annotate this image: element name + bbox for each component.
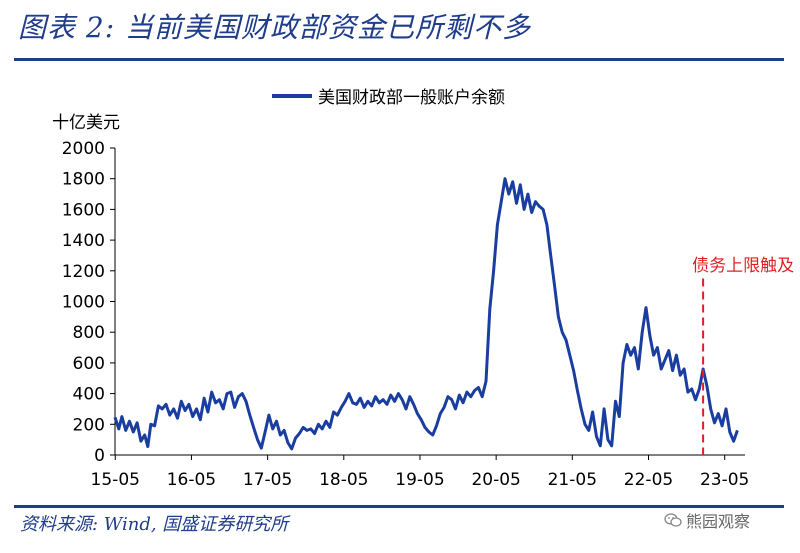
x-tick-label: 15-05 (91, 470, 140, 490)
debt-ceiling-label: 债务上限触及 (692, 256, 794, 276)
y-tick-label: 1600 (62, 200, 105, 220)
x-tick-label: 23-05 (700, 470, 749, 490)
series-line-tga-balance (113, 177, 739, 451)
y-tick-label: 1800 (62, 170, 105, 190)
watermark-label: 熊园观察 (686, 512, 751, 531)
y-tick-label: 200 (73, 415, 105, 435)
x-tick-label: 17-05 (243, 470, 292, 490)
chart-legend: 美国财政部一般账户余额 (272, 88, 505, 108)
x-tick-label: 16-05 (167, 470, 216, 490)
y-unit-label: 十亿美元 (52, 113, 120, 133)
watermark: 熊园观察 (664, 508, 750, 532)
y-tick-label: 1200 (62, 262, 105, 282)
y-tick-label: 1400 (62, 231, 105, 251)
x-tick-label: 18-05 (319, 470, 368, 490)
x-tick-label: 19-05 (395, 470, 444, 490)
wechat-icon (664, 513, 682, 527)
title-divider (14, 58, 784, 61)
y-tick-label: 600 (73, 354, 105, 374)
y-tick-label: 2000 (62, 139, 105, 159)
x-tick-label: 22-05 (624, 470, 673, 490)
x-tick-label: 21-05 (548, 470, 597, 490)
x-tick-label: 20-05 (471, 470, 520, 490)
y-tick-label: 1000 (62, 293, 105, 313)
y-tick-label: 0 (94, 446, 105, 466)
figure-title: 图表 2: 当前美国财政部资金已所剩不多 (18, 11, 532, 44)
source-note: 资料来源: Wind, 国盛证券研究所 (20, 514, 289, 535)
line-chart: 美国财政部一般账户余额 十亿美元 0 200 400 600 800 1000 1200 14… (52, 88, 794, 490)
source-divider (14, 505, 784, 508)
y-tick-label: 800 (73, 323, 105, 343)
y-tick-label: 400 (73, 385, 105, 405)
legend-label: 美国财政部一般账户余额 (318, 88, 505, 108)
